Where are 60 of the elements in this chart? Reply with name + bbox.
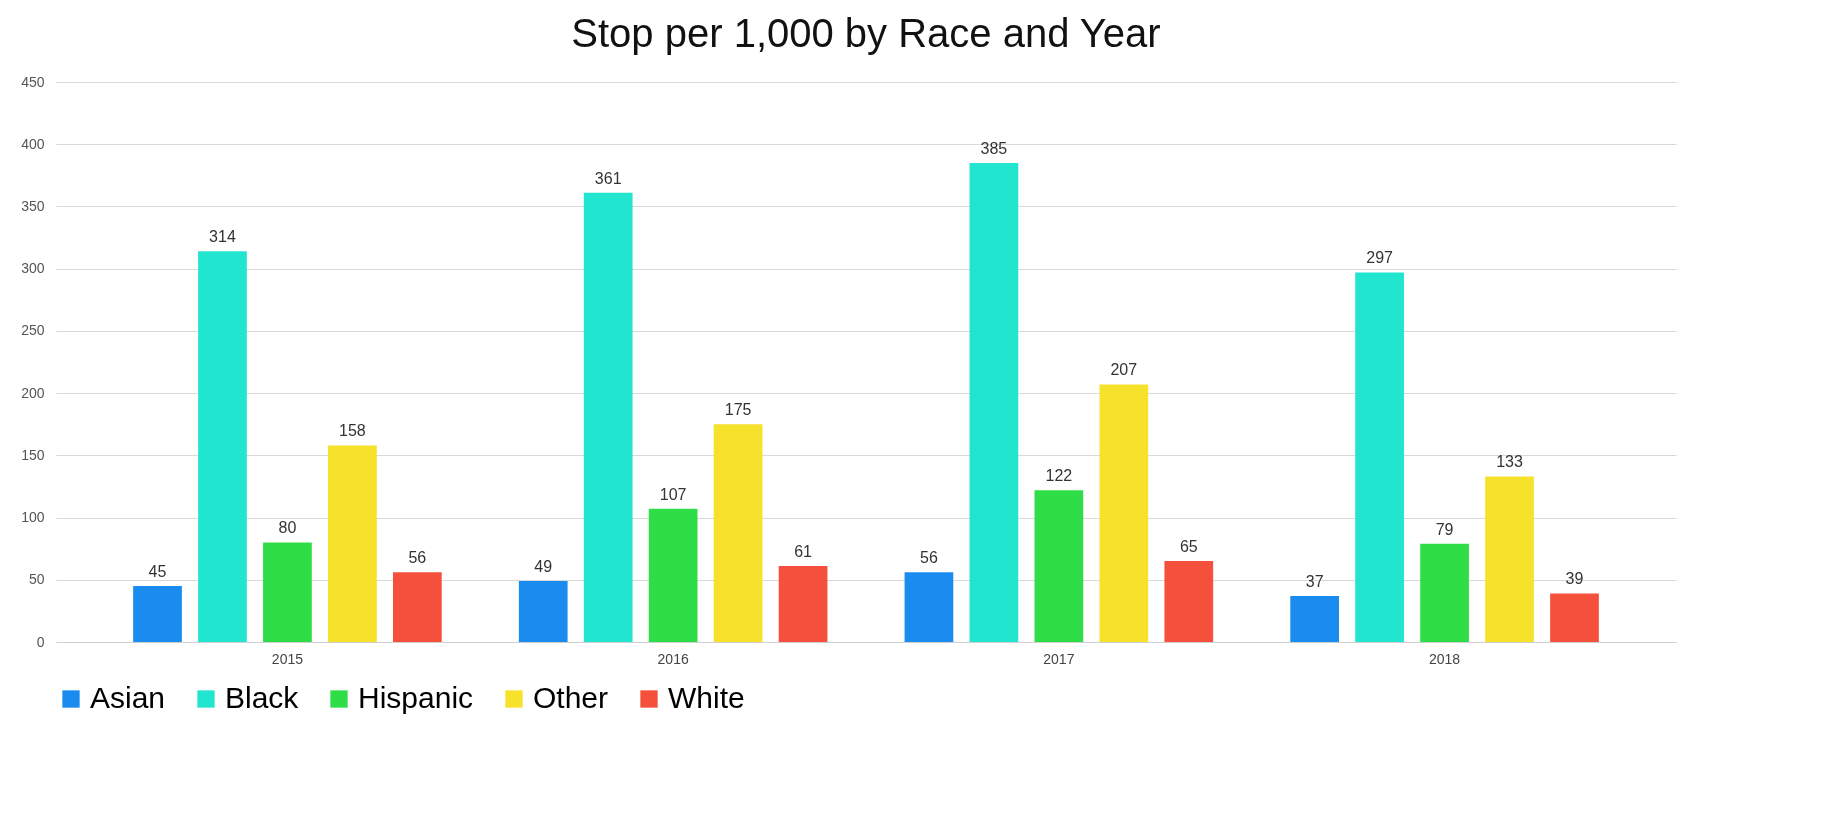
data-label: 361 (594, 169, 622, 187)
legend-label: White (668, 681, 745, 714)
data-label: 158 (339, 422, 366, 440)
y-tick-label: 150 (21, 446, 45, 463)
bar (904, 572, 954, 642)
y-tick-label: 50 (28, 571, 45, 588)
bar (1420, 543, 1469, 642)
data-label: 39 (1565, 570, 1584, 588)
legend-label: Asian (90, 681, 166, 714)
y-tick-label: 250 (21, 322, 45, 339)
data-label: 122 (1045, 467, 1073, 485)
y-tick-label: 200 (21, 384, 45, 401)
data-label: 133 (1496, 453, 1523, 471)
x-tick-label: 2017 (1043, 650, 1075, 667)
bar (328, 445, 377, 642)
x-tick-label: 2016 (657, 650, 689, 667)
bar (1485, 476, 1534, 642)
data-label: 49 (534, 558, 553, 576)
data-label: 61 (794, 543, 813, 561)
data-label: 56 (408, 549, 427, 567)
data-label: 79 (1435, 520, 1454, 538)
data-label: 45 (148, 563, 167, 580)
y-tick-label: 400 (21, 135, 45, 152)
bar (198, 251, 247, 642)
bar (263, 542, 312, 642)
bar (583, 192, 633, 642)
bar (518, 581, 568, 642)
y-tick-label: 450 (21, 73, 45, 90)
legend-label: Other (533, 681, 609, 714)
bar (1290, 595, 1340, 642)
data-label: 297 (1366, 249, 1394, 267)
chart-title: Stop per 1,000 by Race and Year (571, 11, 1161, 55)
data-label: 314 (209, 228, 236, 246)
bar (133, 586, 182, 642)
bar (1550, 593, 1599, 642)
y-tick-label: 100 (21, 509, 45, 526)
bar (1099, 384, 1149, 642)
data-label: 65 (1179, 538, 1198, 556)
data-label: 385 (980, 139, 1008, 157)
bar (392, 572, 442, 642)
y-tick-label: 350 (21, 197, 45, 214)
legend-label: Hispanic (358, 681, 474, 714)
x-tick-label: 2018 (1428, 650, 1461, 667)
x-tick-label: 2015 (271, 650, 304, 667)
data-label: 56 (920, 549, 938, 567)
data-label: 80 (278, 519, 297, 537)
data-label: 107 (659, 485, 687, 503)
y-tick-label: 300 (21, 260, 45, 277)
bar (648, 508, 698, 642)
bar (1355, 272, 1404, 642)
y-tick-label: 0 (36, 633, 45, 650)
bar (713, 424, 763, 642)
data-label: 175 (724, 401, 752, 419)
legend-label: Black (225, 681, 300, 714)
bar (778, 566, 828, 642)
bar (1164, 561, 1214, 642)
data-label: 207 (1110, 361, 1138, 379)
bar (969, 162, 1019, 642)
bar (1034, 490, 1084, 642)
data-label: 37 (1305, 572, 1324, 590)
